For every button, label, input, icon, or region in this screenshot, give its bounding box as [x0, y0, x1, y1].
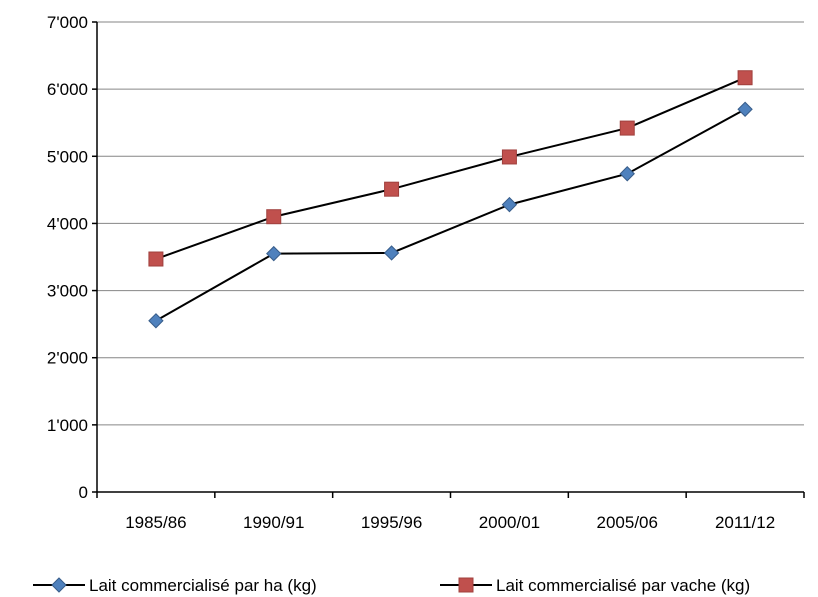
x-tick-label: 2000/01	[479, 513, 540, 532]
series-line-1	[155, 108, 746, 322]
y-tick-label: 6'000	[47, 80, 88, 99]
legend-label-ha: Lait commercialisé par ha (kg)	[89, 576, 317, 595]
data-point-series-1	[266, 245, 282, 262]
legend: Lait commercialisé par ha (kg) Lait comm…	[33, 576, 750, 595]
y-tick-label: 0	[79, 483, 88, 502]
data-point-series-1	[501, 196, 518, 213]
series-line-2	[155, 76, 746, 260]
axes	[96, 22, 804, 493]
y-tick-label: 1'000	[47, 416, 88, 435]
legend-marker-ha	[51, 577, 67, 593]
x-tick-label: 1995/96	[361, 513, 422, 532]
x-tick-label: 2005/06	[597, 513, 658, 532]
x-tick-label: 1990/91	[243, 513, 304, 532]
data-point-series-2	[501, 149, 517, 165]
y-tick-label: 2'000	[47, 349, 88, 368]
y-tick-label: 3'000	[47, 282, 88, 301]
legend-marker-vache	[458, 577, 474, 593]
data-point-series-1	[737, 101, 753, 117]
data-point-series-1	[383, 245, 400, 261]
y-tick-label: 5'000	[47, 147, 88, 166]
gridlines	[97, 21, 804, 426]
legend-label-vache: Lait commercialisé par vache (kg)	[496, 576, 750, 595]
data-point-series-1	[148, 313, 164, 329]
x-tick-label: 2011/12	[715, 513, 775, 532]
y-axis-ticks: 0 1'000 2'000 3'000 4'000 5'000 6'000 7'000	[47, 13, 97, 502]
data-point-series-2	[737, 70, 753, 86]
data-point-series-2	[266, 209, 282, 225]
series-layer	[148, 70, 753, 329]
x-axis-ticks: 1985/86 1990/91 1995/96 2000/01 2005/06 2011/…	[96, 492, 805, 532]
data-point-series-2	[619, 120, 635, 136]
x-tick-label: 1985/86	[125, 513, 186, 532]
data-point-series-1	[619, 166, 635, 182]
data-point-series-2	[384, 181, 400, 197]
y-tick-label: 4'000	[47, 214, 88, 233]
data-point-series-2	[148, 251, 164, 267]
y-tick-label: 7'000	[47, 13, 88, 32]
